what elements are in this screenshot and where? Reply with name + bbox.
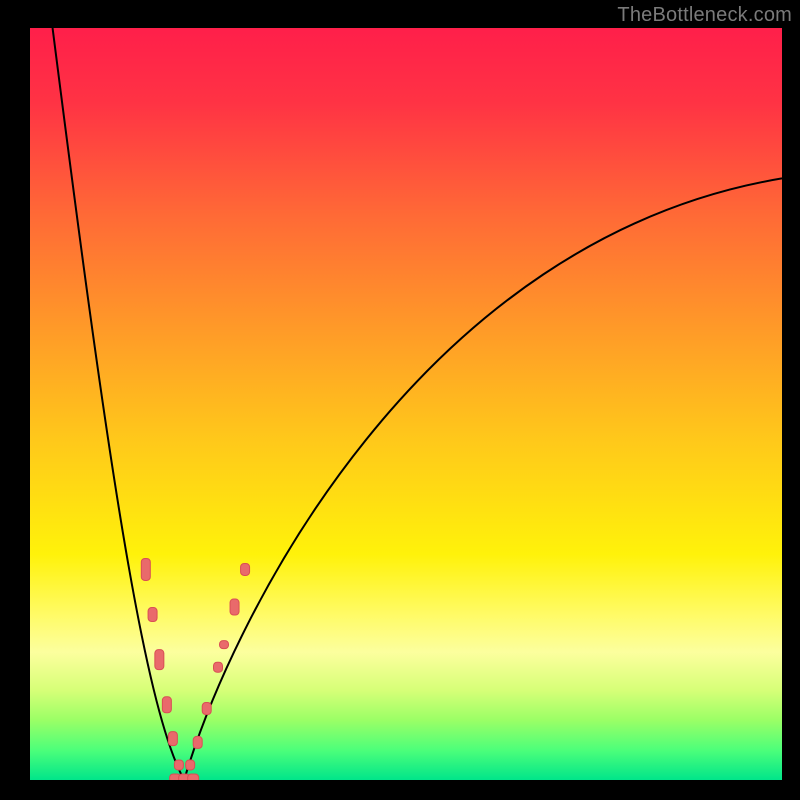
- data-marker: [220, 641, 229, 649]
- data-marker: [162, 697, 171, 713]
- data-marker: [168, 732, 177, 746]
- gradient-background: [30, 28, 782, 780]
- data-marker: [155, 650, 164, 670]
- data-marker: [241, 563, 250, 575]
- bottleneck-chart: [0, 0, 800, 800]
- data-marker: [174, 760, 183, 770]
- data-marker: [148, 608, 157, 622]
- data-marker: [230, 599, 239, 615]
- data-marker: [188, 774, 199, 783]
- data-marker: [141, 558, 150, 580]
- data-marker: [202, 703, 211, 715]
- data-marker: [186, 760, 195, 770]
- watermark-text: TheBottleneck.com: [617, 4, 792, 27]
- data-marker: [193, 736, 202, 748]
- data-marker: [214, 662, 223, 672]
